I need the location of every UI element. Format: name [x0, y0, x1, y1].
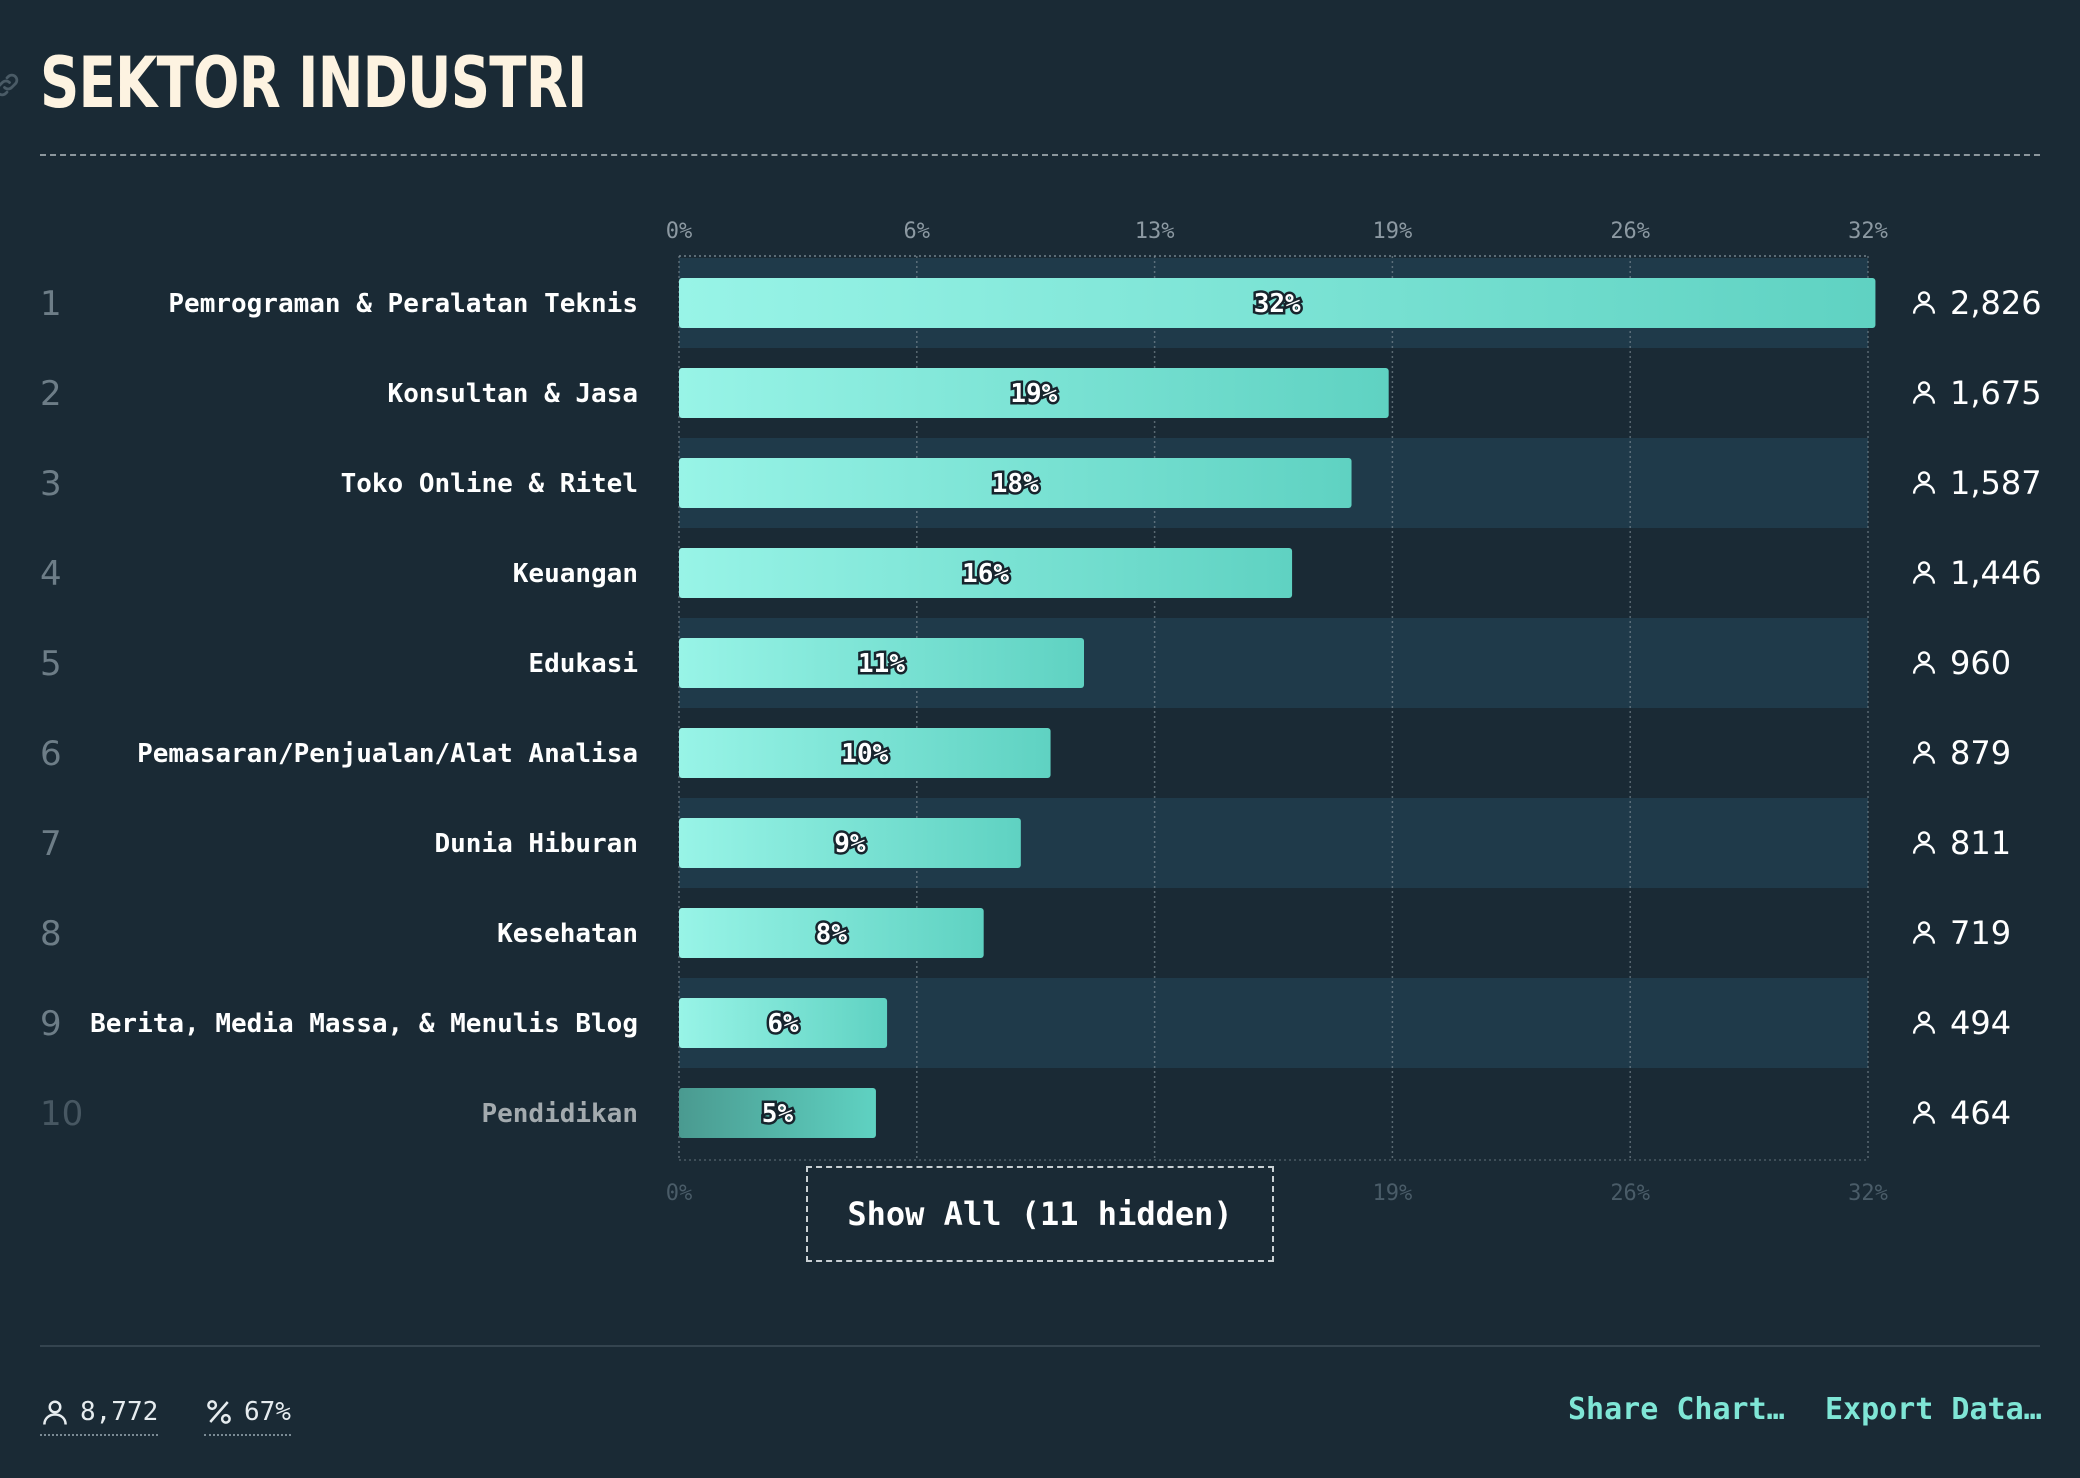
category-label: Pemrograman & Peralatan Teknis	[168, 289, 638, 319]
bar	[679, 728, 1051, 778]
response-rate-value: 67%	[244, 1397, 291, 1427]
person-icon	[43, 1400, 67, 1425]
bar	[679, 278, 1876, 328]
bar-chart: 0%0%6%6%13%13%19%19%26%26%32%32% 32%1Pem…	[40, 219, 2042, 1206]
category-label: Keuangan	[513, 559, 638, 589]
person-icon	[1912, 471, 1936, 495]
bar	[679, 818, 1021, 868]
bar-value-label: 8%	[816, 919, 848, 949]
bar-value-label: 16%	[962, 559, 1009, 589]
respondent-count: 879	[1950, 734, 2011, 772]
x-tick-label-bottom: 32%	[1848, 1181, 1888, 1206]
category-label: Toko Online & Ritel	[341, 469, 638, 499]
respondent-count: 1,675	[1950, 374, 2042, 412]
share-chart-link[interactable]: Share Chart…	[1568, 1392, 1785, 1427]
x-tick-label: 6%	[904, 219, 931, 244]
rank-number: 10	[40, 1094, 83, 1134]
person-icon	[1912, 1011, 1936, 1035]
respondent-count: 2,826	[1950, 284, 2042, 322]
bar	[679, 548, 1293, 598]
bar	[679, 998, 888, 1048]
rank-number: 5	[40, 644, 62, 684]
respondent-count: 1,446	[1950, 554, 2042, 592]
category-label: Dunia Hiburan	[435, 829, 639, 859]
x-tick-label: 26%	[1610, 219, 1650, 244]
bar-value-label: 18%	[992, 469, 1039, 499]
total-respondents-value: 8,772	[80, 1397, 159, 1427]
title-divider	[40, 154, 2040, 156]
show-all-button[interactable]: Show All (11 hidden)	[806, 1166, 1274, 1262]
export-data-link[interactable]: Export Data…	[1825, 1392, 2042, 1427]
bar	[679, 908, 984, 958]
rank-number: 4	[40, 554, 62, 594]
x-tick-label: 19%	[1373, 219, 1413, 244]
category-label: Kesehatan	[497, 919, 638, 949]
page-title: SEKTOR INDUSTRI	[40, 42, 587, 124]
respondent-count: 494	[1950, 1004, 2011, 1042]
link-icon[interactable]	[0, 70, 22, 100]
footer-divider	[40, 1345, 2040, 1347]
bar	[679, 368, 1389, 418]
category-label: Berita, Media Massa, & Menulis Blog	[90, 1009, 638, 1039]
x-tick-label: 0%	[666, 219, 693, 244]
bar	[679, 458, 1352, 508]
bar-value-label: 10%	[841, 739, 888, 769]
x-tick-label-bottom: 26%	[1610, 1181, 1650, 1206]
bar-value-label: 32%	[1254, 289, 1301, 319]
bar-value-label: 5%	[762, 1099, 794, 1129]
rank-number: 3	[40, 464, 62, 504]
respondent-count: 811	[1950, 824, 2011, 862]
total-respondents[interactable]: 8,772	[40, 1390, 159, 1436]
category-label: Konsultan & Jasa	[388, 379, 638, 409]
bar-value-label: 9%	[834, 829, 866, 859]
respondent-count: 464	[1950, 1094, 2011, 1132]
percent-icon	[207, 1400, 231, 1424]
x-tick-label-bottom: 0%	[666, 1181, 693, 1206]
bar-value-label: 6%	[767, 1009, 799, 1039]
response-rate[interactable]: 67%	[204, 1390, 291, 1436]
person-icon	[1912, 1101, 1936, 1125]
rank-number: 2	[40, 374, 62, 414]
person-icon	[1912, 831, 1936, 855]
bar-value-label: 19%	[1010, 379, 1057, 409]
x-tick-label: 13%	[1135, 219, 1175, 244]
respondent-count: 1,587	[1950, 464, 2042, 502]
category-label: Pemasaran/Penjualan/Alat Analisa	[137, 739, 638, 769]
person-icon	[1912, 291, 1936, 315]
category-label: Pendidikan	[481, 1099, 638, 1129]
bar	[679, 638, 1085, 688]
rank-number: 7	[40, 824, 62, 864]
bar-value-label: 11%	[858, 649, 905, 679]
person-icon	[1912, 381, 1936, 405]
x-tick-label: 32%	[1848, 219, 1888, 244]
rank-number: 1	[40, 284, 62, 324]
rank-number: 6	[40, 734, 62, 774]
person-icon	[1912, 741, 1936, 765]
category-label: Edukasi	[528, 649, 638, 679]
respondent-count: 719	[1950, 914, 2011, 952]
rank-number: 9	[40, 1004, 62, 1044]
x-tick-label-bottom: 19%	[1373, 1181, 1413, 1206]
person-icon	[1912, 561, 1936, 585]
person-icon	[1912, 651, 1936, 675]
respondent-count: 960	[1950, 644, 2011, 682]
person-icon	[1912, 921, 1936, 945]
bar	[679, 1088, 876, 1138]
rank-number: 8	[40, 914, 62, 954]
